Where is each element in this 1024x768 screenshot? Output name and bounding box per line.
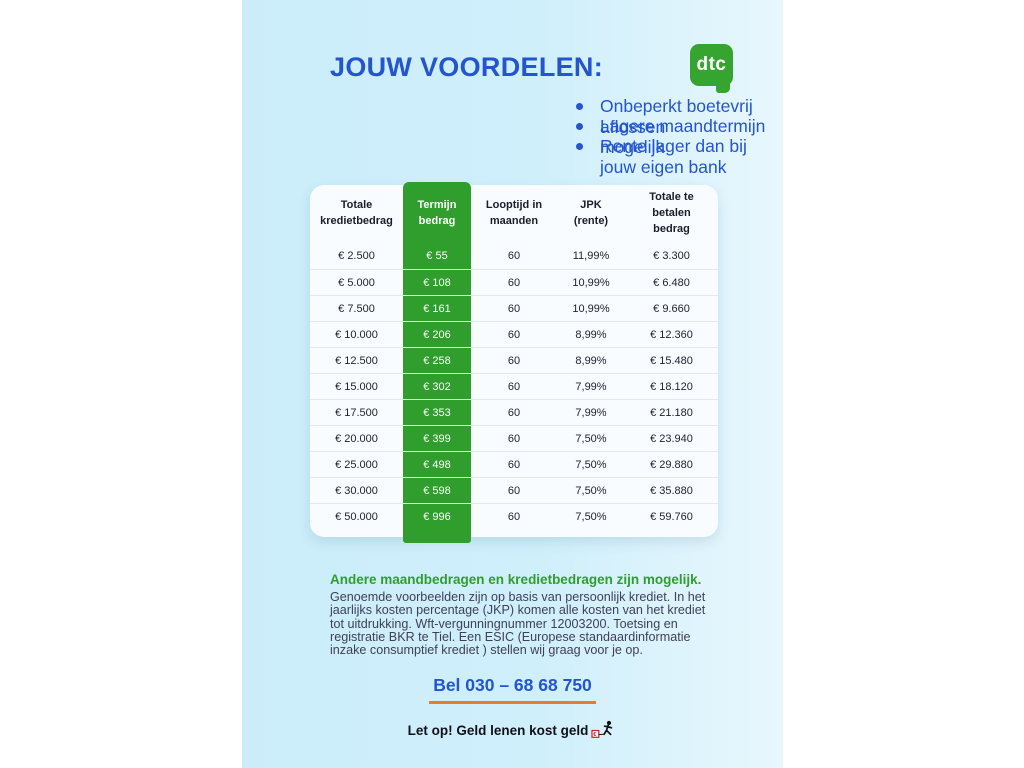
table-cell: 60 (507, 484, 521, 497)
benefit-item: Onbeperkt boetevrij aflossen (576, 96, 783, 137)
table-cell: 60 (507, 510, 521, 523)
column-header: Looptijd in maanden (485, 199, 543, 227)
table-cell: 10,99% (572, 302, 610, 315)
geld-lenen-kost-geld-icon: € (591, 720, 613, 738)
table-cell: 10,99% (572, 276, 610, 289)
credit-warning-text: Let op! Geld lenen kost geld (407, 723, 589, 738)
table-cell: € 59.760 (650, 510, 693, 523)
table-cell: 60 (507, 432, 521, 445)
table-row: € 5.000 € 108 60 10,99% € 6.480 (310, 269, 718, 295)
table-cell: € 50.000 (335, 510, 378, 523)
table-cell: € 35.880 (650, 484, 693, 497)
benefit-item: Rente lager dan bij jouw eigen bank (576, 136, 783, 177)
table-cell: € 3.300 (653, 250, 690, 262)
table-cell: 7,50% (575, 458, 607, 471)
footer-disclaimer: Genoemde voorbeelden zijn op basis van p… (330, 590, 706, 658)
table-cell: € 353 (423, 406, 451, 419)
table-row: € 10.000 € 206 60 8,99% € 12.360 (310, 321, 718, 347)
table-cell: € 996 (423, 510, 451, 523)
table-cell: € 25.000 (335, 458, 378, 471)
benefit-label: Onbeperkt boetevrij aflossen (600, 96, 753, 137)
table-cell: € 30.000 (335, 484, 378, 497)
table-cell: 60 (507, 302, 521, 315)
table-cell: € 15.480 (650, 354, 693, 367)
table-cell: € 10.000 (335, 328, 378, 341)
bullet-dot-icon (576, 103, 583, 110)
table-cell: € 29.880 (650, 458, 693, 471)
rates-table-card: Totale kredietbedrag Termijn bedrag Loopti… (310, 182, 718, 543)
table-cell: € 598 (423, 484, 451, 497)
table-cell: € 7.500 (338, 302, 375, 315)
table-cell: € 5.000 (338, 276, 375, 289)
benefit-label: Lagere maandtermijn mogelijk (600, 116, 766, 157)
table-cell: € 161 (423, 302, 451, 315)
column-header: JPK (rente) (573, 199, 609, 227)
table-cell: € 9.660 (653, 302, 690, 315)
table-cell: 7,50% (575, 484, 607, 497)
benefits-list: Onbeperkt boetevrij aflossen Lagere maand… (576, 96, 783, 177)
table-cell: 60 (507, 276, 521, 289)
table-cell: € 23.940 (650, 432, 693, 445)
table-row: € 2.500 € 55 60 11,99% € 3.300 (310, 243, 718, 269)
flyer-panel: JOUW VOORDELEN: dtc Onbeperkt boetevrij … (242, 0, 783, 768)
credit-warning: Let op! Geld lenen kost geld € (242, 720, 783, 738)
table-cell: € 15.000 (335, 380, 378, 393)
table-cell: € 2.500 (338, 250, 375, 262)
table-row: € 20.000 € 399 60 7,50% € 23.940 (310, 425, 718, 451)
table-row: € 15.000 € 302 60 7,99% € 18.120 (310, 373, 718, 399)
table-cell: € 12.500 (335, 354, 378, 367)
column-header: Termijn bedrag (417, 199, 457, 227)
table-cell: 11,99% (572, 250, 610, 262)
table-cell: 60 (507, 406, 521, 419)
table-row: € 12.500 € 258 60 8,99% € 15.480 (310, 347, 718, 373)
table-cell: 7,99% (575, 406, 607, 419)
table-cell: 7,50% (575, 432, 607, 445)
table-cell: € 18.120 (650, 380, 693, 393)
benefit-label: Rente lager dan bij jouw eigen bank (600, 136, 747, 177)
table-cell: 60 (507, 328, 521, 341)
phone-row: Bel 030 – 68 68 750 (242, 675, 783, 704)
bullet-dot-icon (576, 143, 583, 150)
table-cell: € 55 (426, 250, 448, 262)
footer-highlight: Andere maandbedragen en kredietbedragen … (330, 572, 702, 587)
termijn-column-highlight (403, 182, 471, 543)
dtc-logo-tab-icon (716, 83, 730, 93)
table-cell: 7,99% (575, 380, 607, 393)
table-cell: 60 (507, 458, 521, 471)
table-cell: € 258 (423, 354, 451, 367)
table-row: € 30.000 € 598 60 7,50% € 35.880 (310, 477, 718, 503)
bullet-dot-icon (576, 123, 583, 130)
table-cell: € 17.500 (335, 406, 378, 419)
table-cell: € 20.000 (335, 432, 378, 445)
table-cell: € 302 (423, 380, 451, 393)
phone-link[interactable]: Bel 030 – 68 68 750 (429, 675, 596, 704)
table-row: € 50.000 € 996 60 7,50% € 59.760 (310, 503, 718, 529)
table-cell: € 21.180 (650, 406, 693, 419)
table-cell: 60 (507, 380, 521, 393)
page-title: JOUW VOORDELEN: (330, 52, 604, 82)
table-cell: 60 (507, 354, 521, 367)
table-row: € 17.500 € 353 60 7,99% € 21.180 (310, 399, 718, 425)
table-cell: € 399 (423, 432, 451, 445)
table-cell: € 108 (423, 276, 451, 289)
dtc-logo-text: dtc (696, 54, 727, 75)
table-row: € 25.000 € 498 60 7,50% € 29.880 (310, 451, 718, 477)
svg-text:€: € (594, 732, 597, 738)
table-cell: € 206 (423, 328, 451, 341)
table-cell: € 6.480 (653, 276, 690, 289)
dtc-logo: dtc (690, 44, 733, 93)
table-cell: € 498 (423, 458, 451, 471)
column-header: Totale te betalen bedrag (649, 191, 694, 235)
table-body: € 2.500 € 55 60 11,99% € 3.300 € 5.000 € 108 60… (310, 243, 718, 529)
table-cell: 8,99% (575, 328, 607, 341)
table-cell: 7,50% (575, 510, 607, 523)
table-cell: 8,99% (575, 354, 607, 367)
column-header: Totale kredietbedrag (320, 199, 393, 227)
table-header-row: Totale kredietbedrag Termijn bedrag Loopti… (310, 185, 718, 243)
table-cell: € 12.360 (650, 328, 693, 341)
benefit-item: Lagere maandtermijn mogelijk (576, 116, 783, 157)
table-row: € 7.500 € 161 60 10,99% € 9.660 (310, 295, 718, 321)
table-cell: 60 (507, 250, 521, 262)
